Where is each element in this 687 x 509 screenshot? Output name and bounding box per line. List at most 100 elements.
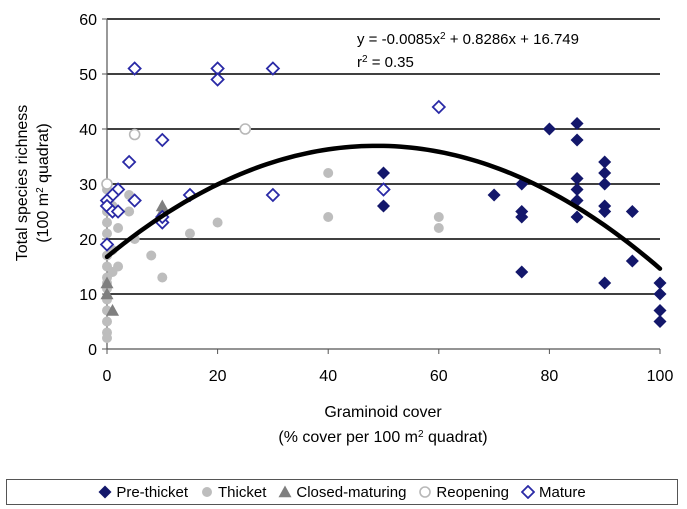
legend: Pre-thicket Thicket Closed-maturing Reopeni… bbox=[6, 479, 678, 505]
legend-marker-thicket bbox=[202, 487, 213, 497]
legend-label: Thicket bbox=[218, 483, 267, 501]
point-closed-maturing-2 bbox=[106, 304, 120, 316]
legend-symbol-mature bbox=[520, 485, 535, 499]
legend-item-pre-thicket: Pre-thicket bbox=[98, 484, 188, 501]
point-pre-thicket-11 bbox=[570, 183, 584, 196]
legend-marker-pre-thicket bbox=[98, 485, 112, 499]
point-thicket-22 bbox=[124, 206, 135, 217]
point-thicket-29 bbox=[323, 212, 334, 222]
legend-symbol-pre-thicket bbox=[98, 485, 112, 499]
point-pre-thicket-16 bbox=[598, 177, 612, 191]
y-axis-title-line1: Total species richness bbox=[14, 105, 31, 262]
fit-curve bbox=[104, 143, 663, 271]
fit-r-squared: r2 = 0.35 bbox=[357, 54, 414, 72]
point-pre-thicket-25 bbox=[653, 315, 667, 328]
series-pre-thicket bbox=[377, 117, 667, 328]
point-thicket-26 bbox=[184, 228, 195, 239]
point-pre-thicket-23 bbox=[653, 287, 667, 301]
y-tick-label-60: 60 bbox=[79, 12, 97, 29]
point-mature-0 bbox=[127, 61, 142, 76]
point-reopening-2 bbox=[239, 123, 252, 135]
point-thicket-13 bbox=[102, 316, 112, 327]
y-tick-labels: 0 10 20 30 40 50 60 bbox=[79, 12, 107, 359]
point-reopening-0 bbox=[101, 178, 113, 190]
fit-equation: y = -0.0085x2 + 0.8286x + 16.749 bbox=[357, 31, 579, 49]
legend-item-reopening: Reopening bbox=[418, 484, 509, 501]
point-pre-thicket-2 bbox=[487, 188, 501, 202]
point-pre-thicket-22 bbox=[653, 276, 667, 290]
legend-item-mature: Mature bbox=[520, 483, 586, 501]
point-pre-thicket-18 bbox=[598, 205, 612, 218]
point-pre-thicket-9 bbox=[570, 133, 584, 147]
point-thicket-27 bbox=[212, 217, 223, 228]
point-pre-thicket-13 bbox=[570, 210, 584, 224]
point-pre-thicket-8 bbox=[570, 117, 584, 130]
x-axis-title-line1: Graminoid cover bbox=[324, 404, 442, 421]
legend-label: Closed-maturing bbox=[296, 483, 407, 501]
point-closed-maturing-0 bbox=[100, 276, 114, 289]
point-thicket-24 bbox=[146, 250, 157, 261]
y-tick-label-10: 10 bbox=[79, 287, 97, 304]
data-points bbox=[99, 61, 667, 343]
point-mature-2 bbox=[210, 72, 225, 87]
point-thicket-20 bbox=[113, 261, 124, 272]
point-mature-17 bbox=[265, 187, 281, 203]
point-mature-6 bbox=[121, 154, 137, 170]
y-tick-label-0: 0 bbox=[88, 342, 97, 359]
point-thicket-25 bbox=[157, 272, 168, 283]
point-pre-thicket-20 bbox=[625, 205, 639, 218]
x-axis-title-line2: (% cover per 100 m2 quadrat) bbox=[278, 429, 487, 447]
legend-label: Reopening bbox=[436, 483, 509, 501]
point-pre-thicket-7 bbox=[542, 122, 556, 136]
y-tick-label-50: 50 bbox=[79, 67, 97, 84]
point-pre-thicket-24 bbox=[653, 304, 667, 317]
point-mature-5 bbox=[155, 132, 170, 148]
x-tick-label-100: 100 bbox=[647, 368, 674, 385]
series-mature bbox=[99, 61, 447, 252]
legend-symbol-closed-maturing bbox=[278, 485, 292, 498]
y-axis-title-line2: (100 m2 quadrat) bbox=[35, 123, 53, 242]
point-thicket-15 bbox=[102, 333, 112, 343]
x-tick-label-20: 20 bbox=[209, 368, 227, 385]
point-pre-thicket-21 bbox=[625, 254, 639, 268]
point-thicket-31 bbox=[433, 212, 444, 222]
legend-marker-reopening bbox=[419, 486, 432, 498]
y-tick-label-20: 20 bbox=[79, 232, 97, 249]
x-tick-label-40: 40 bbox=[319, 368, 337, 385]
x-tick-label-80: 80 bbox=[541, 368, 559, 385]
y-tick-label-40: 40 bbox=[79, 122, 97, 139]
point-mature-18 bbox=[376, 182, 391, 197]
point-reopening-1 bbox=[128, 128, 141, 141]
x-tick-label-60: 60 bbox=[430, 368, 448, 385]
point-thicket-28 bbox=[323, 168, 334, 178]
legend-item-closed-maturing: Closed-maturing bbox=[278, 484, 406, 501]
chart: 0 10 20 30 40 50 60 0 20 40 60 80 100 y = -0.0085x2… bbox=[14, 12, 674, 447]
point-pre-thicket-1 bbox=[377, 199, 390, 213]
point-pre-thicket-0 bbox=[377, 166, 390, 180]
point-thicket-3 bbox=[102, 217, 112, 228]
point-pre-thicket-10 bbox=[570, 172, 584, 185]
x-tick-label-0: 0 bbox=[103, 368, 112, 385]
legend-marker-mature bbox=[520, 485, 535, 499]
legend-symbol-reopening bbox=[419, 486, 432, 498]
point-closed-maturing-1 bbox=[100, 287, 114, 300]
legend-label: Pre-thicket bbox=[116, 483, 189, 501]
point-thicket-32 bbox=[433, 223, 444, 233]
legend-label: Mature bbox=[538, 483, 586, 501]
point-mature-13 bbox=[127, 193, 142, 208]
point-thicket-19 bbox=[113, 223, 124, 233]
legend-marker-closed-maturing bbox=[278, 485, 292, 498]
point-pre-thicket-14 bbox=[598, 155, 612, 169]
point-mature-4 bbox=[431, 99, 447, 115]
series-reopening bbox=[101, 123, 252, 190]
point-mature-12 bbox=[110, 204, 126, 219]
point-pre-thicket-15 bbox=[598, 166, 612, 180]
legend-symbol-thicket bbox=[202, 487, 213, 497]
point-mature-3 bbox=[265, 61, 281, 76]
y-tick-label-30: 30 bbox=[79, 177, 97, 194]
point-pre-thicket-19 bbox=[598, 276, 612, 290]
point-thicket-4 bbox=[102, 228, 112, 239]
point-mature-19 bbox=[99, 237, 115, 252]
point-pre-thicket-6 bbox=[515, 265, 529, 279]
legend-item-thicket: Thicket bbox=[200, 484, 266, 501]
